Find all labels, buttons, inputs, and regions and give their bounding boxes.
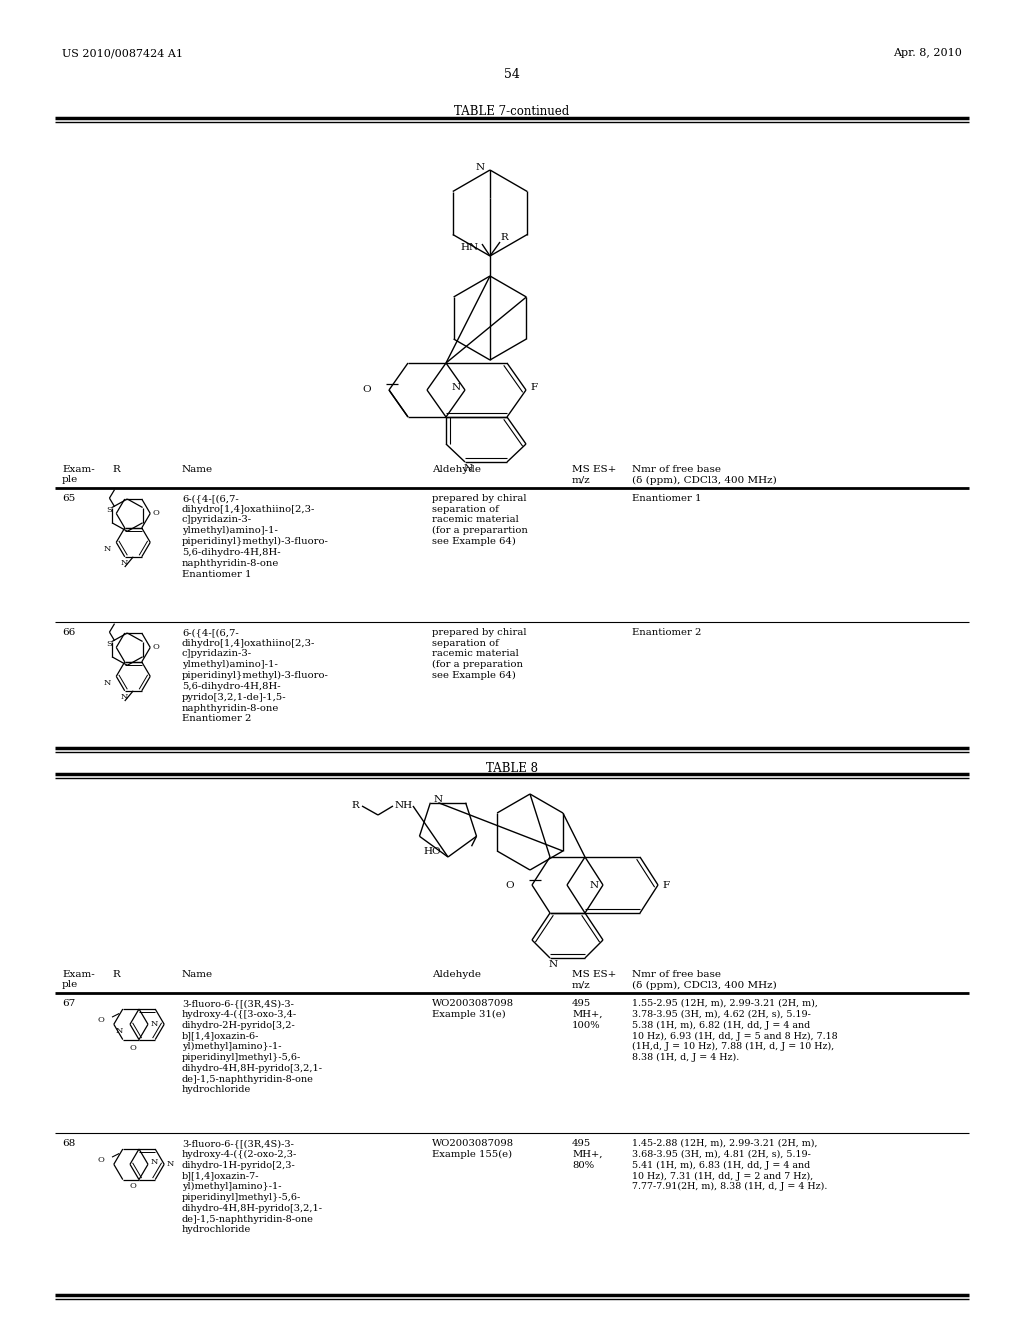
Text: WO2003087098
Example 155(e): WO2003087098 Example 155(e) [432, 1139, 514, 1159]
Text: 67: 67 [62, 999, 75, 1008]
Text: O: O [153, 510, 160, 517]
Text: 495
MH+,
100%: 495 MH+, 100% [572, 999, 602, 1030]
Text: Nmr of free base
(δ (ppm), CDCl3, 400 MHz): Nmr of free base (δ (ppm), CDCl3, 400 MH… [632, 970, 777, 990]
Text: MS ES+
m/z: MS ES+ m/z [572, 970, 616, 990]
Text: N: N [476, 164, 485, 173]
Text: Name: Name [182, 465, 213, 474]
Text: Name: Name [182, 970, 213, 979]
Text: 3-fluoro-6-{[(3R,4S)-3-
hydroxy-4-({[3-oxo-3,4-
dihydro-2H-pyrido[3,2-
b][1,4]ox: 3-fluoro-6-{[(3R,4S)-3- hydroxy-4-({[3-o… [182, 999, 323, 1094]
Text: N: N [433, 795, 442, 804]
Text: WO2003087098
Example 31(e): WO2003087098 Example 31(e) [432, 999, 514, 1019]
Text: 68: 68 [62, 1139, 75, 1148]
Text: N: N [452, 384, 461, 392]
Text: R: R [500, 234, 508, 243]
Text: O: O [153, 643, 160, 652]
Text: prepared by chiral
separation of
racemic material
(for a preparartion
see Exampl: prepared by chiral separation of racemic… [432, 494, 528, 546]
Text: 54: 54 [504, 69, 520, 81]
Text: NH: NH [395, 801, 413, 810]
Text: F: F [662, 880, 669, 890]
Text: N: N [464, 465, 472, 473]
Text: N: N [104, 678, 112, 686]
Text: N: N [549, 960, 557, 969]
Text: O: O [97, 1016, 104, 1024]
Text: F: F [530, 384, 538, 392]
Text: S: S [106, 506, 113, 513]
Text: TABLE 8: TABLE 8 [486, 762, 538, 775]
Text: N: N [104, 545, 112, 553]
Text: N: N [167, 1160, 174, 1168]
Text: Nmr of free base
(δ (ppm), CDCl3, 400 MHz): Nmr of free base (δ (ppm), CDCl3, 400 MH… [632, 465, 777, 484]
Text: prepared by chiral
separation of
racemic material
(for a preparation
see Example: prepared by chiral separation of racemic… [432, 628, 526, 680]
Text: R: R [351, 801, 358, 810]
Text: 65: 65 [62, 494, 75, 503]
Text: HO: HO [424, 846, 441, 855]
Text: Enantiomer 2: Enantiomer 2 [632, 628, 701, 638]
Text: O: O [97, 1156, 104, 1164]
Text: Aldehyde: Aldehyde [432, 465, 481, 474]
Text: R: R [112, 465, 120, 474]
Text: MS ES+
m/z: MS ES+ m/z [572, 465, 616, 484]
Text: TABLE 7-continued: TABLE 7-continued [455, 106, 569, 117]
Text: O: O [362, 385, 371, 395]
Text: N: N [116, 1027, 123, 1035]
Text: O: O [506, 880, 514, 890]
Text: O: O [129, 1044, 136, 1052]
Text: R: R [112, 970, 120, 979]
Text: 495
MH+,
80%: 495 MH+, 80% [572, 1139, 602, 1170]
Text: Aldehyde: Aldehyde [432, 970, 481, 979]
Text: 6-({4-[(6,7-
dihydro[1,4]oxathiino[2,3-
c]pyridazin-3-
ylmethyl)amino]-1-
piperi: 6-({4-[(6,7- dihydro[1,4]oxathiino[2,3- … [182, 628, 329, 723]
Text: 3-fluoro-6-{[(3R,4S)-3-
hydroxy-4-({(2-oxo-2,3-
dihydro-1H-pyrido[2,3-
b][1,4]ox: 3-fluoro-6-{[(3R,4S)-3- hydroxy-4-({(2-o… [182, 1139, 323, 1234]
Text: N: N [121, 560, 128, 568]
Text: 66: 66 [62, 628, 75, 638]
Text: Exam-
ple: Exam- ple [62, 465, 95, 484]
Text: 1.55-2.95 (12H, m), 2.99-3.21 (2H, m),
3.78-3.95 (3H, m), 4.62 (2H, s), 5.19-
5.: 1.55-2.95 (12H, m), 2.99-3.21 (2H, m), 3… [632, 999, 838, 1063]
Text: Exam-
ple: Exam- ple [62, 970, 95, 990]
Text: 6-({4-[(6,7-
dihydro[1,4]oxathiino[2,3-
c]pyridazin-3-
ylmethyl)amino]-1-
piperi: 6-({4-[(6,7- dihydro[1,4]oxathiino[2,3- … [182, 494, 329, 578]
Text: O: O [129, 1183, 136, 1191]
Text: N: N [151, 1020, 158, 1028]
Text: Apr. 8, 2010: Apr. 8, 2010 [893, 48, 962, 58]
Text: S: S [106, 640, 113, 648]
Text: US 2010/0087424 A1: US 2010/0087424 A1 [62, 48, 183, 58]
Text: 1.45-2.88 (12H, m), 2.99-3.21 (2H, m),
3.68-3.95 (3H, m), 4.81 (2H, s), 5.19-
5.: 1.45-2.88 (12H, m), 2.99-3.21 (2H, m), 3… [632, 1139, 827, 1192]
Text: N: N [121, 693, 128, 701]
Text: Enantiomer 1: Enantiomer 1 [632, 494, 701, 503]
Text: N: N [151, 1158, 158, 1166]
Text: N: N [590, 880, 599, 890]
Text: HN: HN [460, 243, 478, 252]
